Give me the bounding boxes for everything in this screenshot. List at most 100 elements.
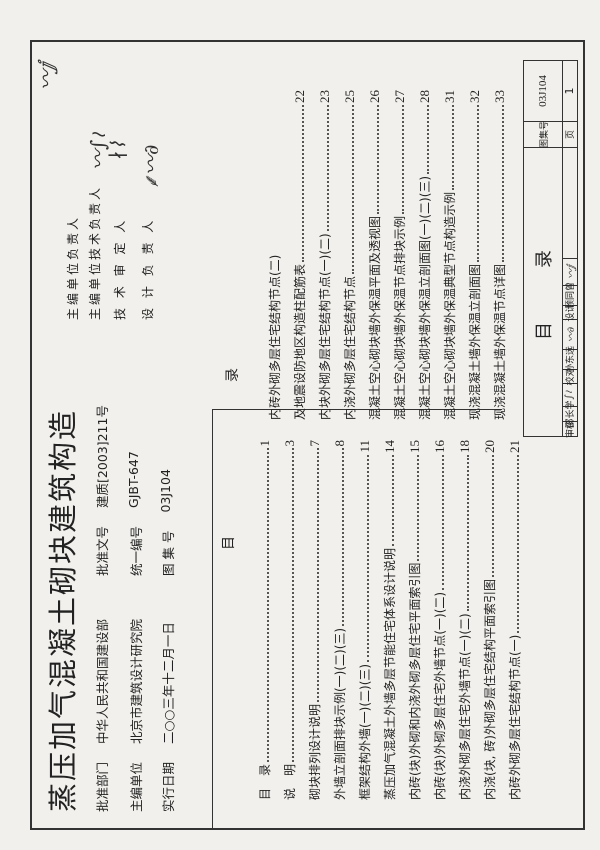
info-label: 统一编号 — [129, 525, 144, 576]
toc-entry-text: 内砖(块)外砌和内浇外砌多层住宅平面索引图 — [408, 562, 422, 800]
dot-leader — [417, 455, 419, 561]
role-label: 设 计 负 责 人 — [141, 217, 155, 320]
dot-leader — [517, 455, 519, 633]
toc-entry-text: 内砖(块)外砌多层住宅外墙节点(一)(二) — [433, 591, 447, 800]
toc-entry-page: 25 — [342, 90, 357, 103]
toc-entry[interactable]: 混凝土空心砌块墙外保温平面及透视图 26 — [358, 90, 383, 420]
toc-entry-page: 33 — [492, 90, 507, 103]
toc-entry[interactable]: 框架结构外墙(一)(二)(三) 11 — [348, 440, 373, 800]
info-value: 03J104 — [158, 469, 173, 513]
dot-leader — [467, 455, 469, 612]
responsibility-row: 主编单位技术负责人 — [86, 185, 103, 320]
toc-entry[interactable]: 现浇混凝土墙外保温立剖面图 32 — [458, 90, 483, 420]
document-title: 蒸压加气混凝土砌块建筑构造 — [46, 408, 80, 812]
toc-entry[interactable]: 说 明 3 — [273, 440, 298, 800]
checker-name: 孙东远 — [562, 346, 577, 373]
toc-entry-text: 目 录 — [258, 763, 272, 800]
page-label: 页 — [562, 121, 577, 147]
toc-entry-page: 23 — [317, 90, 332, 103]
toc-entry[interactable]: 内浇(块, 砖)外砌多层住宅结构平面索引图 20 — [473, 440, 498, 800]
toc-entry-page: 31 — [442, 90, 457, 103]
toc-entry[interactable]: 目 录 1 — [248, 440, 273, 800]
toc-entry-text: 框架结构外墙(一)(二)(三) — [358, 663, 372, 800]
toc-entry[interactable]: 混凝土空心砌块墙外保温典型节点构造示例 31 — [433, 90, 458, 420]
toc-entry-page: 1 — [257, 440, 272, 447]
toc-entry-text: 内浇(块, 砖)外砌多层住宅结构平面索引图 — [483, 579, 497, 800]
dot-leader — [342, 448, 344, 626]
toc-entry-page: 20 — [482, 440, 497, 453]
info-value: 北京市建筑设计研究院 — [129, 618, 144, 744]
toc-entry-page: 32 — [467, 90, 482, 103]
title-block-top-row: 目 录 图集号 03J104 — [524, 61, 563, 436]
handwritten-signature: ⸙〰∂ — [139, 144, 163, 190]
page-number: 1 — [563, 87, 576, 95]
toc-entry-page: 3 — [282, 440, 297, 447]
handwritten-signature: 〰ⅉ — [34, 62, 58, 90]
role-label: 主编单位负责人 — [66, 214, 80, 320]
toc-entry[interactable]: 混凝土空心砌块墙外保温立剖面图(一)(二)(三) 28 — [408, 90, 433, 420]
toc-header-right: 录 — [225, 368, 241, 382]
info-label: 批准部门 — [95, 761, 110, 812]
dot-leader — [392, 455, 394, 546]
toc-entry-page: 26 — [367, 90, 382, 103]
toc-entry-text: 内砖外砌多层住宅结构节点(一) — [508, 634, 522, 800]
blank-cell — [562, 147, 577, 258]
toc-header-left: 目 — [221, 536, 237, 550]
toc-entry[interactable]: 内浇外砌多层住宅结构节点 25 — [333, 90, 358, 420]
toc-entry-text: 及地震设防地区构造柱配筋表 — [293, 263, 307, 420]
dot-leader — [367, 454, 369, 662]
toc-entry-page: 15 — [407, 440, 422, 453]
role-label: 主编单位技术负责人 — [88, 184, 102, 320]
divider — [212, 410, 213, 830]
responsibility-row: 设 计 负 责 人 — [139, 218, 156, 320]
dot-leader — [267, 448, 269, 762]
toc-entry-text: 混凝土空心砌块墙外保温典型节点构造示例 — [443, 191, 457, 420]
toc-entry-page: 18 — [457, 440, 472, 453]
sheet-title: 目 录 — [524, 147, 562, 436]
reviewer-name: 邵长学 — [562, 400, 577, 428]
toc-entry-text: 外墙立剖面排块示例(一)(二)(三) — [333, 627, 347, 800]
handwritten-signature: ∤⌇ — [106, 140, 130, 160]
reviewer-signature: ∫≀ — [562, 383, 577, 406]
dot-leader — [327, 105, 329, 232]
toc-entry[interactable]: 内砖(块)外砌多层住宅外墙节点(一)(二) 16 — [423, 440, 448, 800]
info-label: 主编单位 — [129, 761, 144, 812]
dot-leader — [477, 105, 479, 262]
toc-entry-text: 内砖外砌多层住宅结构节点(二) — [268, 254, 282, 420]
dot-leader — [292, 448, 294, 762]
dot-leader — [402, 105, 404, 214]
info-value: GJBT-647 — [126, 451, 141, 508]
toc-entry[interactable]: 内块外砌多层住宅结构节点(一)(二) 23 — [308, 90, 333, 420]
toc-entry[interactable]: 混凝土空心砌块墙外保温节点排块示例 27 — [383, 90, 408, 420]
responsibility-row: 技 术 审 定 人 — [111, 218, 128, 320]
toc-entry[interactable]: 内砖外砌多层住宅结构节点(二) — [258, 90, 283, 420]
toc-entry[interactable]: 及地震设防地区构造柱配筋表 22 — [283, 90, 308, 420]
toc-entry[interactable]: 内浇外砌多层住宅外墙节点(一)(二) 18 — [448, 440, 473, 800]
toc-entry-text: 混凝土空心砌块墙外保温节点排块示例 — [393, 215, 407, 420]
toc-entry-page: 11 — [357, 440, 372, 453]
info-label: 图 集 号 — [161, 530, 176, 576]
dot-leader — [352, 105, 354, 274]
toc-entry-page: 7 — [307, 440, 322, 447]
dot-leader — [452, 105, 454, 190]
info-value: 建质[2003]211号 — [95, 405, 110, 508]
toc-entry[interactable]: 现浇混凝土墙外保温节点详图 33 — [483, 90, 508, 420]
toc-entry[interactable]: 内砖外砌多层住宅结构节点(一) 21 — [498, 440, 523, 800]
dot-leader — [502, 105, 504, 262]
dot-leader — [442, 455, 444, 590]
info-value: 中华人民共和国建设部 — [95, 618, 110, 744]
info-label: 实行日期 — [161, 761, 176, 812]
toc-entry[interactable]: 内砖(块)外砌和内浇外砌多层住宅平面索引图 15 — [398, 440, 423, 800]
toc-entry[interactable]: 蒸压加气混凝土外墙多层节能住宅体系设计说明 14 — [373, 440, 398, 800]
toc-entry-page: 27 — [392, 90, 407, 103]
toc-entry[interactable]: 砌块排列设计说明 7 — [298, 440, 323, 800]
toc-entry-page: 28 — [417, 90, 432, 103]
dot-leader — [427, 105, 429, 174]
toc-right-column: 内砖外砌多层住宅结构节点(二) 及地震设防地区构造柱配筋表 22 内块外砌多层住宅… — [258, 90, 508, 420]
toc-entry[interactable]: 外墙立剖面排块示例(一)(二)(三) 8 — [323, 440, 348, 800]
title-block-bottom-row: 审核 邵长学 ∫≀ 校对 孙东远 〰∂ 设计 顾同曾 〰ⅉ 页 1 — [562, 61, 577, 438]
dot-leader — [492, 455, 494, 577]
dot-leader — [377, 105, 379, 214]
